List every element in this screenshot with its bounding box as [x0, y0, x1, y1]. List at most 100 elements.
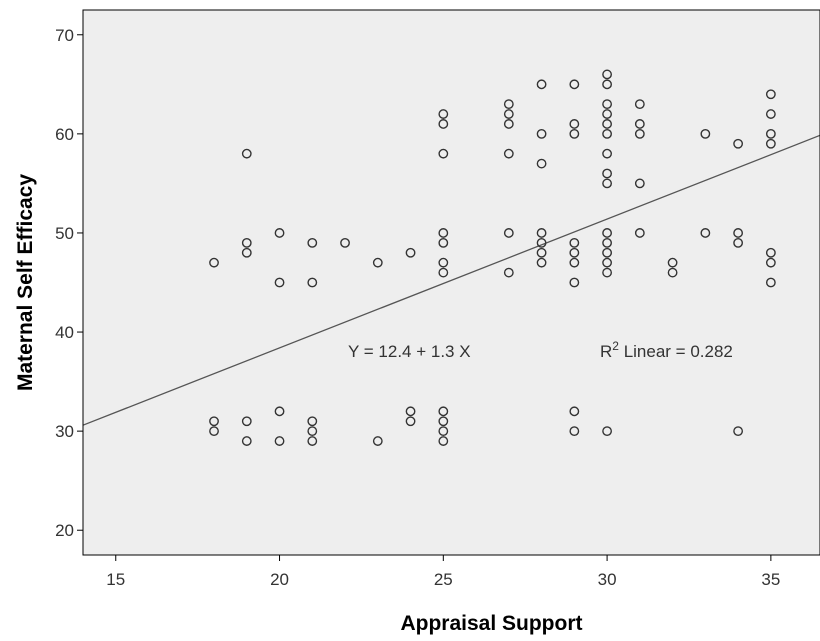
data-point: [765, 89, 776, 100]
data-point: [503, 99, 514, 110]
data-point: [438, 436, 449, 446]
data-point: [307, 237, 318, 248]
x-tick-label: 25: [434, 570, 453, 589]
data-point: [602, 426, 612, 437]
data-point: [667, 267, 678, 278]
data-point: [241, 436, 252, 446]
data-point: [274, 277, 285, 288]
data-point: [733, 138, 744, 149]
data-point: [438, 109, 449, 119]
r2-suffix: Linear = 0.282: [619, 342, 733, 361]
data-point: [569, 128, 580, 139]
data-point: [569, 79, 580, 90]
data-point: [274, 228, 285, 238]
r2-superscript: 2: [612, 339, 619, 353]
data-point: [765, 128, 776, 139]
data-point: [634, 178, 645, 189]
data-point: [503, 109, 514, 119]
data-point: [503, 119, 514, 129]
data-point: [307, 436, 318, 446]
data-point: [438, 119, 449, 129]
data-point: [667, 257, 678, 268]
data-point: [569, 247, 580, 258]
data-point: [503, 228, 514, 238]
data-point: [307, 277, 318, 288]
data-point: [765, 138, 776, 149]
data-point: [241, 237, 252, 248]
data-point: [438, 267, 449, 278]
data-point: [536, 257, 547, 268]
points-layer: [209, 69, 776, 446]
data-point: [536, 228, 547, 238]
data-point: [274, 406, 285, 417]
plot-frame: [82, 9, 820, 556]
y-tick-label: 60: [55, 125, 74, 144]
data-point: [536, 158, 547, 169]
data-point: [307, 426, 318, 437]
data-point: [209, 416, 219, 427]
data-point: [405, 247, 416, 258]
data-point: [765, 277, 776, 288]
data-point: [569, 277, 580, 288]
x-tick-label: 35: [761, 570, 780, 589]
data-point: [438, 406, 449, 417]
data-point: [438, 237, 449, 248]
data-point: [372, 436, 383, 446]
data-point: [733, 228, 744, 238]
data-point: [241, 416, 252, 427]
data-point: [307, 416, 318, 427]
data-point: [765, 247, 776, 258]
data-point: [569, 237, 580, 248]
data-point: [602, 128, 612, 139]
x-tick-label: 30: [598, 570, 617, 589]
y-tick-label: 40: [55, 323, 74, 342]
data-point: [602, 257, 612, 268]
data-point: [438, 416, 449, 427]
data-point: [634, 128, 645, 139]
data-point: [602, 178, 612, 189]
data-point: [569, 119, 580, 129]
data-point: [503, 148, 514, 159]
data-point: [569, 426, 580, 437]
y-tick-label: 50: [55, 224, 74, 243]
data-point: [536, 247, 547, 258]
data-point: [602, 267, 612, 278]
x-tick-label: 15: [106, 570, 125, 589]
r2-annotation: R2 Linear = 0.282: [600, 339, 733, 361]
x-axis-title: Appraisal Support: [400, 612, 582, 635]
data-point: [405, 416, 416, 427]
data-point: [405, 406, 416, 417]
data-point: [503, 267, 514, 278]
y-tick-label: 20: [55, 521, 74, 540]
data-point: [602, 237, 612, 248]
data-point: [602, 228, 612, 238]
data-point: [602, 119, 612, 129]
data-point: [209, 426, 219, 437]
data-point: [569, 257, 580, 268]
data-point: [241, 148, 252, 159]
data-point: [569, 406, 580, 417]
data-point: [602, 99, 612, 110]
y-tick-label: 30: [55, 422, 74, 441]
data-point: [438, 148, 449, 159]
data-point: [438, 228, 449, 238]
data-point: [602, 148, 612, 159]
data-point: [602, 79, 612, 90]
data-point: [634, 228, 645, 238]
data-point: [340, 237, 350, 248]
data-point: [438, 257, 449, 268]
y-axis-title: Maternal Self Efficacy: [14, 174, 37, 391]
fit-line: [82, 134, 820, 426]
data-point: [700, 128, 711, 139]
data-point: [634, 119, 645, 129]
data-point: [733, 426, 744, 437]
data-point: [700, 228, 711, 238]
data-point: [241, 247, 252, 258]
data-point: [372, 257, 383, 268]
data-point: [536, 237, 547, 248]
data-point: [733, 237, 744, 248]
x-axis-ticks: 15 20 25 30 35: [106, 555, 780, 589]
data-point: [765, 257, 776, 268]
